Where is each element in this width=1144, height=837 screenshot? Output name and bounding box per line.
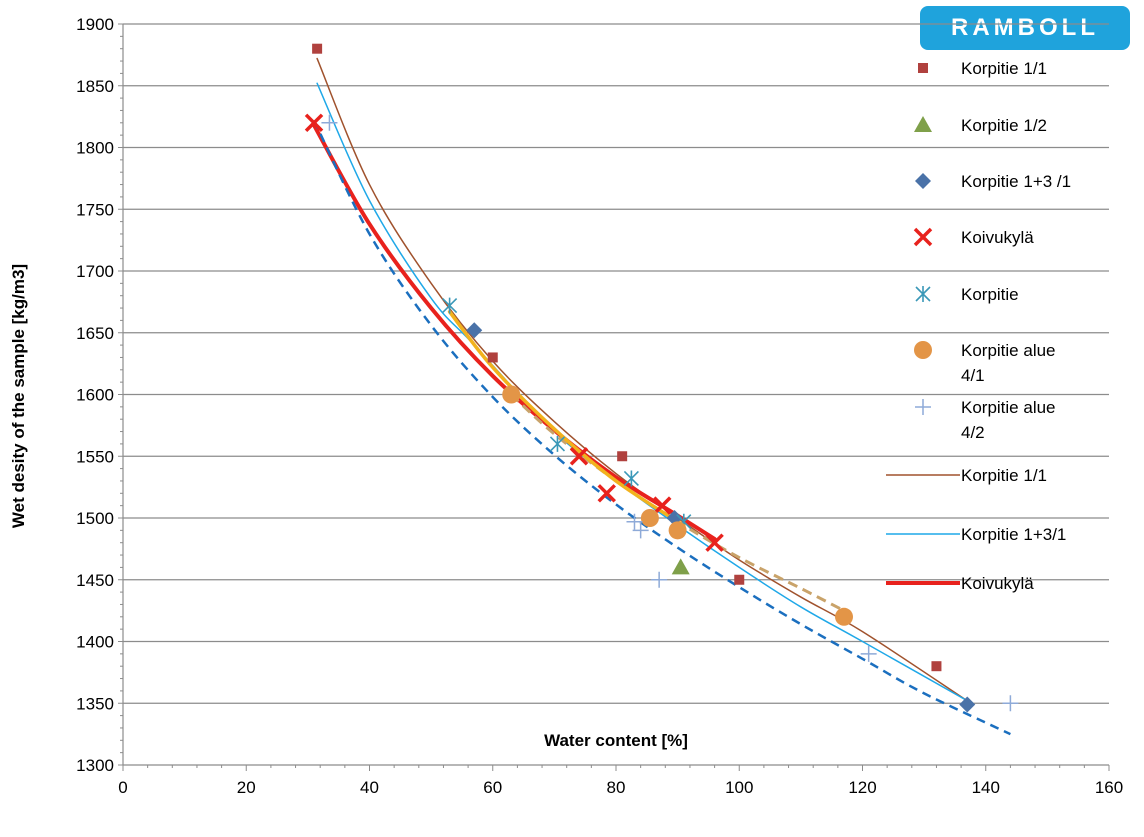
x-tick-label: 140 [972, 778, 1000, 797]
y-tick-label: 1900 [76, 15, 114, 34]
y-tick-label: 1700 [76, 262, 114, 281]
data-point-square [617, 451, 628, 462]
gridlines [123, 23, 1109, 704]
x-tick-label: 80 [607, 778, 626, 797]
axes [118, 23, 1110, 771]
data-point-triangle [671, 558, 690, 575]
y-tick-label: 1500 [76, 509, 114, 528]
data-point-circle [502, 385, 521, 404]
legend-label: Korpitie 1+3 /1 [961, 172, 1071, 191]
legend-marker-diamond [915, 173, 931, 189]
x-tick-label: 160 [1095, 778, 1123, 797]
data-point-x [569, 447, 589, 466]
trend-lines [312, 57, 1011, 736]
legend-label: Korpitie alue [961, 341, 1056, 360]
legend-marker-plus [915, 399, 931, 415]
legend-label: Korpitie 1/1 [961, 466, 1047, 485]
data-point-square [734, 574, 745, 585]
data-point-diamond [959, 696, 976, 713]
tick-labels: 1300135014001450150015501600165017001750… [76, 15, 1123, 797]
data-point-x [652, 496, 672, 515]
legend-item: Koivukylä [886, 574, 1034, 593]
legend-label: 4/2 [961, 423, 985, 442]
legend-marker-triangle [914, 116, 932, 132]
y-tick-label: 1800 [76, 139, 114, 158]
trend-line-12 [447, 310, 686, 528]
legend-item: Korpitie alue 4/1 [914, 341, 1056, 385]
legend-label: Korpitie 1+3/1 [961, 525, 1066, 544]
data-point-square [487, 352, 498, 363]
legend-label: Korpitie 1/1 [961, 59, 1047, 78]
legend-label: 4/1 [961, 366, 985, 385]
legend-item: Korpitie 1/1 [918, 59, 1047, 78]
legend: Korpitie 1/1 Korpitie 1/2 Korpitie 1+3 /1 K… [886, 59, 1071, 593]
data-point-diamond [466, 322, 483, 339]
data-point-plus [632, 522, 649, 539]
data-point-plus [1002, 695, 1019, 712]
data-point-asterisk [549, 435, 566, 452]
y-tick-label: 1300 [76, 756, 114, 775]
legend-item: Korpitie 1+3 /1 [915, 172, 1071, 191]
y-tick-label: 1650 [76, 324, 114, 343]
data-point-plus [651, 571, 668, 588]
legend-item: Korpitie 1/1 [886, 466, 1047, 485]
legend-item: Korpitie [915, 285, 1019, 304]
y-tick-label: 1350 [76, 694, 114, 713]
legend-item: Korpitie 1/2 [914, 116, 1047, 135]
trend-line-9 [312, 123, 717, 541]
data-point-circle [835, 607, 854, 626]
ramboll-logo: RAMBOLL [920, 6, 1130, 50]
legend-marker-x [913, 227, 933, 247]
legend-label: Korpitie 1/2 [961, 116, 1047, 135]
legend-label: Korpitie [961, 285, 1019, 304]
legend-label: Koivukylä [961, 228, 1034, 247]
legend-marker-square [918, 63, 928, 73]
y-tick-label: 1600 [76, 386, 114, 405]
trend-line-7 [316, 57, 969, 702]
data-point-circle [668, 521, 687, 540]
data-point-plus [626, 513, 643, 530]
data-point-plus [860, 645, 877, 662]
y-tick-label: 1750 [76, 200, 114, 219]
x-tick-label: 40 [360, 778, 379, 797]
x-tick-label: 120 [848, 778, 876, 797]
data-point-asterisk [442, 297, 458, 314]
y-tick-label: 1450 [76, 571, 114, 590]
data-point-asterisk [623, 470, 639, 487]
legend-item: Korpitie alue 4/2 [915, 398, 1056, 442]
data-point-square [931, 661, 942, 672]
trend-line-8 [316, 82, 969, 702]
data-point-square [312, 43, 323, 54]
data-point-x [597, 484, 616, 503]
data-point-x [705, 533, 724, 552]
legend-marker-asterisk [915, 286, 931, 302]
legend-item: Korpitie 1+3/1 [886, 525, 1066, 544]
y-axis-label: Wet desity of the sample [kg/m3] [9, 264, 28, 528]
x-tick-label: 0 [118, 778, 127, 797]
y-tick-label: 1550 [76, 447, 114, 466]
data-point-plus [321, 114, 338, 131]
legend-item: Koivukylä [913, 227, 1034, 247]
x-axis-label: Water content [%] [544, 731, 688, 750]
x-tick-label: 20 [237, 778, 256, 797]
data-point-x [304, 113, 324, 133]
legend-label: Korpitie alue [961, 398, 1056, 417]
x-tick-label: 100 [725, 778, 753, 797]
data-points [304, 43, 1019, 713]
legend-marker-circle [914, 341, 932, 359]
legend-label: Koivukylä [961, 574, 1034, 593]
y-tick-label: 1850 [76, 77, 114, 96]
y-tick-label: 1400 [76, 633, 114, 652]
x-tick-label: 60 [483, 778, 502, 797]
data-point-circle [640, 509, 659, 527]
